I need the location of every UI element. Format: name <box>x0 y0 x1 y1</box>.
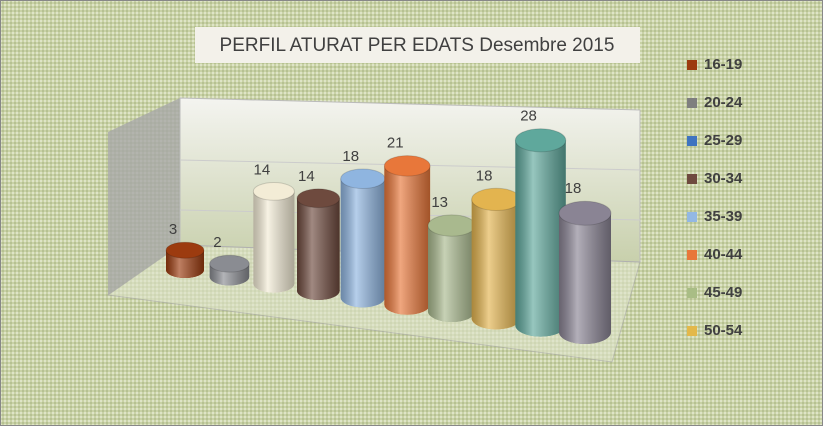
data-label: 3 <box>169 221 177 238</box>
cylinder-shade <box>428 225 476 322</box>
cylinder-top <box>558 200 612 226</box>
legend-swatch <box>687 212 697 222</box>
data-label: 18 <box>342 148 359 165</box>
legend-label: 30-34 <box>704 170 743 187</box>
data-label: 14 <box>254 161 271 178</box>
data-label: 2 <box>213 234 221 251</box>
cylinder-top <box>471 187 522 212</box>
data-label: 18 <box>565 180 582 197</box>
data-label: 13 <box>431 194 448 211</box>
legend-swatch <box>687 250 697 260</box>
cylinder-shade <box>471 199 521 330</box>
data-label: 14 <box>298 168 315 185</box>
cylinder-shade <box>253 191 295 293</box>
cylinder-top <box>165 241 205 259</box>
data-label: 21 <box>387 135 404 152</box>
legend-swatch <box>687 136 697 146</box>
cylinder-top <box>296 188 341 209</box>
cylinder-shade <box>559 213 611 344</box>
cylinder-top <box>383 155 431 177</box>
legend-label: 25-29 <box>704 132 742 149</box>
legend-swatch <box>687 326 697 336</box>
title-box <box>195 27 640 63</box>
legend-label: 40-44 <box>704 246 743 263</box>
legend-swatch <box>687 98 697 108</box>
legend-label: 45-49 <box>704 284 742 301</box>
legend-label: 16-19 <box>704 56 742 73</box>
cylinder-shade <box>515 140 566 337</box>
legend-swatch <box>687 60 697 70</box>
data-label: 28 <box>520 108 537 125</box>
chart-title: PERFIL ATURAT PER EDATS Desembre 2015 <box>220 35 615 56</box>
legend-label: 50-54 <box>704 322 743 339</box>
cylinder-shade <box>340 178 385 308</box>
cylinder-shade <box>297 198 340 300</box>
legend-label: 20-24 <box>704 94 743 111</box>
cylinder-shade <box>384 165 431 315</box>
side-wall <box>108 98 180 295</box>
cylinder-top <box>340 168 386 190</box>
data-label: 18 <box>476 167 493 184</box>
legend-swatch <box>687 288 697 298</box>
legend-label: 35-39 <box>704 208 742 225</box>
cylinder-top <box>209 254 250 273</box>
legend-swatch <box>687 174 697 184</box>
cylinder-top <box>514 128 567 153</box>
cylinder-top <box>427 214 476 237</box>
cylinder-shade <box>166 250 204 278</box>
cylinder-top <box>252 181 295 201</box>
